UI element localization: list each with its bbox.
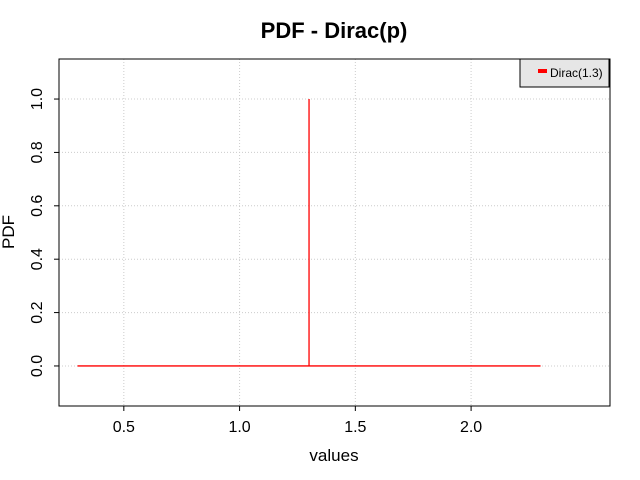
- x-axis: 0.5 1.0 1.5 2.0: [113, 406, 482, 436]
- x-axis-label: values: [309, 446, 358, 465]
- series-layer: [77, 99, 541, 367]
- legend-label: Dirac(1.3): [550, 66, 603, 80]
- legend: Dirac(1.3): [519, 58, 610, 88]
- legend-box: [519, 58, 610, 88]
- plot-frame: [58, 58, 611, 407]
- x-tick-label: 0.5: [113, 419, 135, 436]
- x-tick-label: 2.0: [460, 419, 482, 436]
- x-tick-label: 1.5: [344, 419, 366, 436]
- y-tick-label: 0.4: [29, 248, 46, 270]
- y-tick-label: 0.2: [29, 301, 46, 323]
- y-tick-label: 1.0: [29, 88, 46, 110]
- y-tick-label: 0.0: [29, 355, 46, 377]
- y-axis-label: PDF: [0, 215, 18, 249]
- y-tick-label: 0.6: [29, 195, 46, 217]
- y-tick-label: 0.8: [29, 141, 46, 163]
- x-tick-label: 1.0: [228, 419, 250, 436]
- legend-swatch: [538, 69, 547, 73]
- grid-lines: [59, 59, 610, 406]
- y-axis: 0.0 0.2 0.4 0.6 0.8 1.0: [29, 88, 59, 377]
- chart-title: PDF - Dirac(p): [261, 18, 408, 43]
- series-line: [77, 99, 541, 367]
